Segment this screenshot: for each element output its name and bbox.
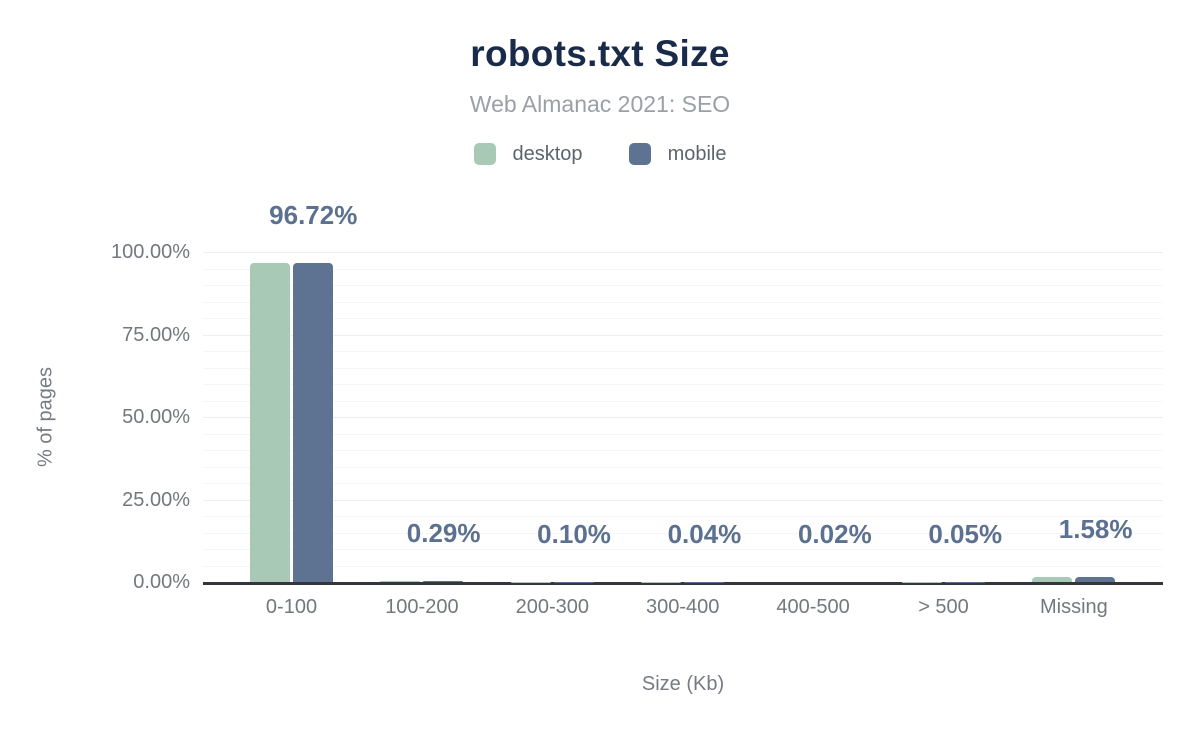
- gridline: [203, 434, 1163, 435]
- gridline: [203, 285, 1163, 286]
- gridline: [203, 401, 1163, 402]
- y-tick-label: 50.00%: [122, 406, 190, 428]
- gridline: [203, 368, 1163, 369]
- gridline: [203, 302, 1163, 303]
- x-tick-label: 300-400: [645, 596, 720, 618]
- y-tick-label: 25.00%: [122, 488, 190, 511]
- data-label: 0.05%: [928, 518, 1003, 549]
- data-label: 0.29%: [406, 518, 481, 549]
- chart-title: robots.txt Size: [470, 33, 730, 74]
- data-label: 1.58%: [1058, 513, 1133, 544]
- legend-item-desktop[interactable]: desktop: [473, 142, 583, 166]
- data-label: 0.10%: [537, 518, 611, 549]
- gridline: [203, 533, 1163, 534]
- legend: desktop mobile: [0, 141, 1200, 167]
- y-tick-label: 0.00%: [133, 571, 190, 593]
- x-tick-label: 0-100: [265, 596, 318, 618]
- x-tick-label: Missing: [1039, 596, 1108, 618]
- x-axis-line: [203, 582, 1163, 585]
- gridline: [203, 318, 1163, 319]
- gridline: [203, 417, 1163, 418]
- bar-mobile-100-200: [423, 581, 464, 582]
- x-tick-label: 200-300: [515, 596, 589, 618]
- gridline: [203, 335, 1163, 336]
- y-tick-label: 100.00%: [111, 241, 190, 263]
- gridline: [203, 252, 1163, 253]
- desktop-series-swatch-icon: [473, 143, 496, 165]
- x-tick-label: > 500: [918, 596, 969, 618]
- gridline: [203, 566, 1163, 567]
- mobile-series-swatch-icon: [628, 143, 651, 165]
- gridline: [203, 351, 1163, 352]
- bar-desktop-100-200: [380, 581, 421, 582]
- bar-desktop-Missing: [1032, 576, 1073, 582]
- legend-label-mobile: mobile: [667, 142, 727, 165]
- gridline: [203, 384, 1163, 385]
- bar-mobile-0-100: [293, 262, 333, 582]
- bar-mobile-Missing: [1075, 576, 1116, 582]
- gridline: [203, 450, 1163, 451]
- data-label: 96.72%: [269, 199, 358, 230]
- legend-label-desktop: desktop: [512, 142, 583, 165]
- gridline: [203, 269, 1163, 270]
- legend-item-mobile[interactable]: mobile: [628, 142, 727, 166]
- x-tick-label: 400-500: [776, 596, 850, 618]
- x-tick-label: 100-200: [385, 596, 459, 618]
- y-tick-label: 75.00%: [122, 323, 190, 346]
- gridline: [203, 483, 1163, 484]
- gridline: [203, 549, 1163, 550]
- bar-desktop-0-100: [250, 262, 290, 582]
- gridline: [203, 516, 1163, 517]
- gridline: [203, 467, 1163, 468]
- gridline: [203, 500, 1163, 501]
- chart-subtitle: Web Almanac 2021: SEO: [469, 91, 731, 117]
- x-axis-title: Size (Kb): [641, 673, 725, 695]
- data-label: 0.04%: [667, 518, 742, 549]
- data-label: 0.02%: [797, 518, 872, 549]
